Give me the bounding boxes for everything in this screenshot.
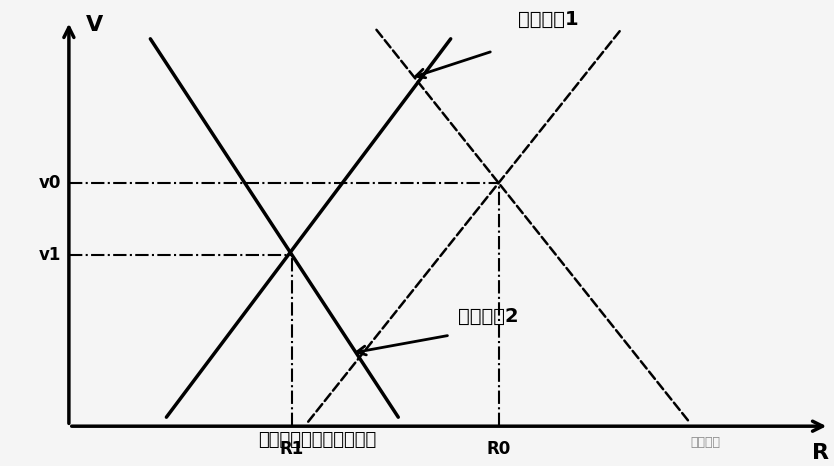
Text: v1: v1 bbox=[38, 246, 61, 264]
Text: 模拟世界: 模拟世界 bbox=[691, 436, 721, 449]
Text: R0: R0 bbox=[486, 440, 510, 458]
Text: R1: R1 bbox=[280, 440, 304, 458]
Text: 虚假目标1: 虚假目标1 bbox=[518, 9, 578, 28]
Text: 两个目标情况下目标监测: 两个目标情况下目标监测 bbox=[258, 431, 376, 449]
Text: V: V bbox=[85, 15, 103, 35]
Text: v0: v0 bbox=[38, 174, 61, 192]
Text: R: R bbox=[812, 443, 830, 463]
Text: 虚假目标2: 虚假目标2 bbox=[459, 307, 519, 326]
